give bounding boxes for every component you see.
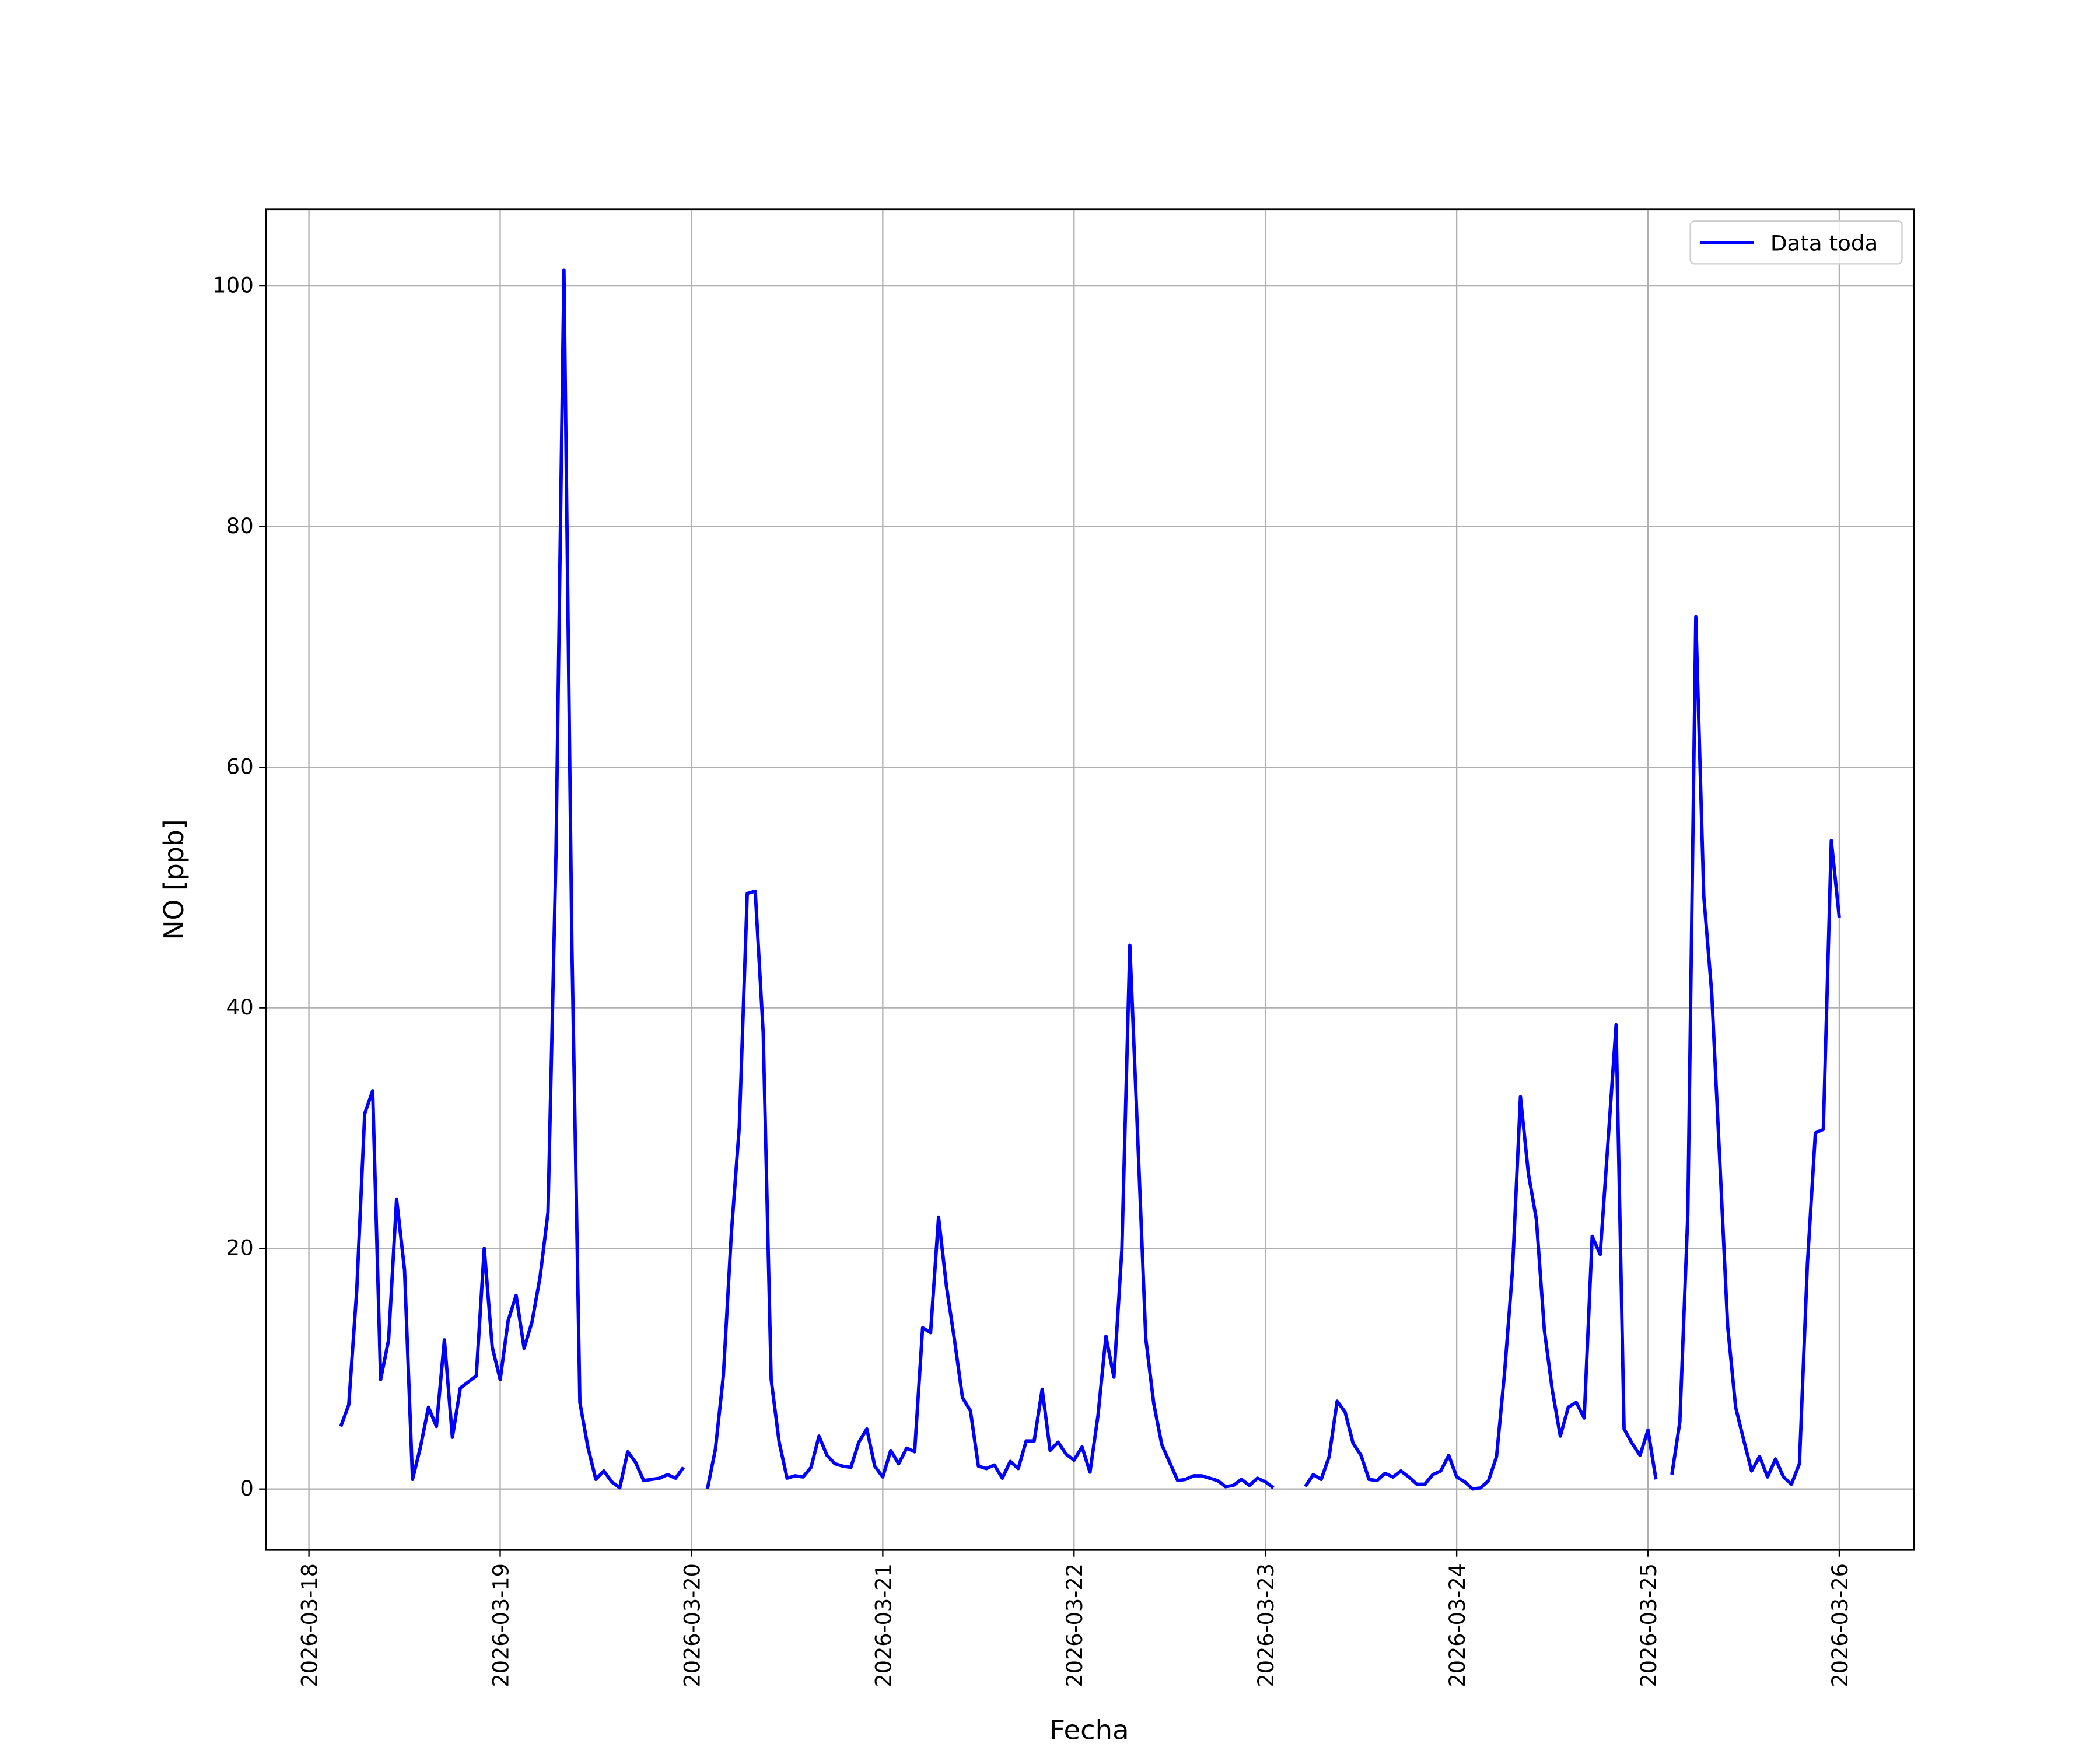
- plot-frame: [265, 208, 1915, 1551]
- y-tick-label: 60: [226, 754, 254, 779]
- x-tick-label: 2026-03-19: [488, 1563, 513, 1687]
- x-tick-label: 2026-03-24: [1445, 1563, 1470, 1687]
- x-tick-label: 2026-03-26: [1828, 1563, 1853, 1687]
- y-tick-label: 100: [212, 273, 254, 298]
- y-tick-label: 80: [226, 513, 254, 538]
- x-tick-label: 2026-03-23: [1254, 1563, 1279, 1687]
- y-tick-label: 0: [240, 1476, 254, 1501]
- x-tick-label: 2026-03-20: [680, 1563, 705, 1687]
- x-tick-label: 2026-03-25: [1636, 1563, 1661, 1687]
- legend-label: Data toda: [1770, 231, 1878, 256]
- y-tick-label: 20: [226, 1236, 254, 1261]
- x-axis-label: Fecha: [1049, 1714, 1129, 1746]
- data-line: [339, 268, 1841, 1491]
- x-tick-label: 2026-03-21: [871, 1563, 896, 1687]
- x-tick-label: 2026-03-22: [1062, 1563, 1087, 1687]
- y-tick-label: 40: [226, 995, 254, 1020]
- legend-box: [1689, 220, 1903, 265]
- x-tick-label: 2026-03-18: [297, 1563, 322, 1687]
- y-axis-label: NO [ppb]: [158, 819, 190, 940]
